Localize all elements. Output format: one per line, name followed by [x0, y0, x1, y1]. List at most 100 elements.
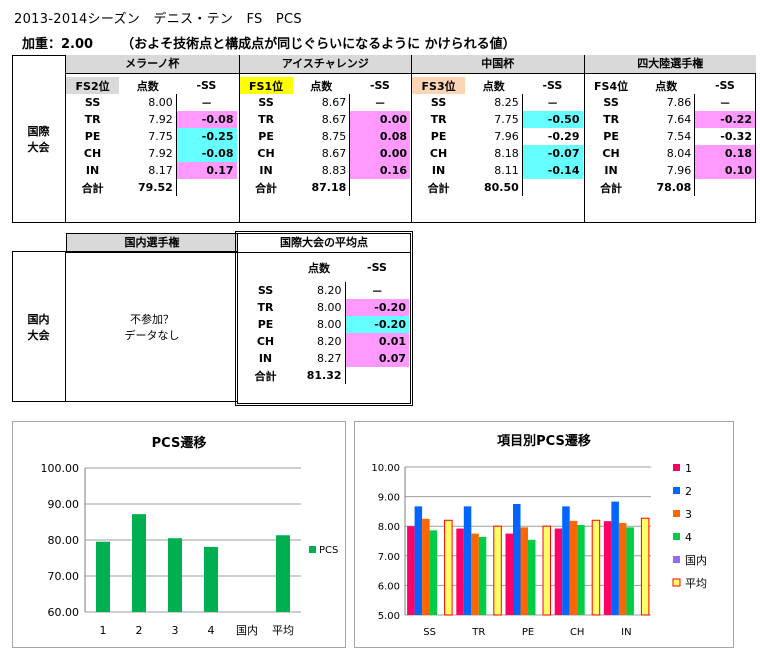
table-row: 合計 79.52	[66, 179, 237, 196]
y-tick-label: 8.00	[378, 522, 400, 533]
bar	[204, 546, 218, 612]
legend-label: 2	[685, 485, 692, 498]
item-label: TR	[430, 113, 447, 126]
table-row: PE 7.96 -0.29	[412, 128, 583, 145]
y-tick-label: 10.00	[371, 463, 400, 474]
bar	[96, 541, 110, 612]
item-score: 8.00	[148, 96, 173, 109]
intl-events: メラーノ杯 FS2位 点数 -SS SS 8.00 － TR 7.92 -0.08 PE 7.75 -0…	[66, 55, 756, 223]
table-row: FS3位 点数 -SS	[412, 77, 583, 94]
item-diff: 0.01	[344, 333, 409, 350]
diff-header: -SS	[369, 79, 390, 92]
item-label: IN	[604, 164, 618, 177]
table-row: CH 7.92 -0.08	[66, 145, 237, 162]
pcs-chart: 60.00 70.00 80.00 90.00 100.00 1 2 3 4 国内 平均 PCS	[41, 462, 339, 637]
item-score: 8.00	[317, 301, 342, 314]
table-row: CH 8.18 -0.07	[412, 145, 583, 162]
table-row: IN 8.27 0.07	[238, 350, 409, 367]
item-score: 7.86	[666, 96, 692, 109]
item-score: 8.75	[321, 130, 347, 143]
item-diff: -0.08	[175, 145, 237, 162]
total-score: 80.50	[484, 181, 519, 194]
page-title: 2013-2014シーズン デニス・テン FS PCS	[14, 12, 302, 27]
legend-label: 国内	[685, 553, 707, 567]
item-diff: -0.50	[521, 111, 583, 128]
average-frame: 国際大会の平均点 点数 -SS SS 8.20 － TR 8.00 -0.20 PE 8.00 -0…	[235, 231, 413, 406]
item-diff: 0.16	[349, 162, 410, 179]
table-row: PE 7.54 -0.32	[585, 128, 755, 145]
score-header: 点数	[308, 261, 330, 275]
item-score: 8.25	[494, 96, 519, 109]
total-score: 81.32	[306, 369, 342, 382]
item-label: IN	[258, 352, 273, 365]
item-diff: -0.08	[175, 111, 237, 128]
bar	[554, 528, 563, 615]
table-row: TR 7.92 -0.08	[66, 111, 237, 128]
item-score: 7.92	[148, 147, 173, 160]
bar	[569, 520, 578, 615]
legend-swatch	[673, 487, 680, 494]
item-label: IN	[259, 164, 273, 177]
item-diff: -0.29	[521, 128, 583, 145]
event-name: メラーノ杯	[66, 55, 239, 74]
domestic-event-name: 国内選手権	[67, 234, 237, 253]
event-block: 四大陸選手権 FS4位 点数 -SS SS 7.86 － TR 7.64 -0.22 PE 7.54-…	[583, 55, 756, 223]
item-diff: -0.20	[344, 299, 409, 316]
item-score: 8.67	[321, 113, 347, 126]
table-row: SS 8.67 －	[240, 94, 410, 111]
x-tick-label: 平均	[272, 624, 294, 637]
item-score: 7.54	[666, 130, 692, 143]
event-name: 四大陸選手権	[584, 55, 756, 74]
table-row: CH 8.04 0.18	[585, 145, 755, 162]
rank-badge: FS3位	[412, 77, 466, 94]
rank-badge: FS1位	[239, 77, 293, 94]
bar	[513, 504, 521, 615]
item-label: IN	[431, 164, 446, 177]
item-diff: －	[175, 94, 237, 111]
item-label: PE	[84, 130, 101, 143]
bar	[603, 521, 612, 615]
event-table: FS3位 点数 -SS SS 8.25 － TR 7.75 -0.50 PE 7.96 -0.29 CH…	[412, 77, 583, 196]
bar	[626, 527, 634, 615]
x-tick-label: 国内	[236, 623, 258, 637]
event-block: メラーノ杯 FS2位 点数 -SS SS 8.00 － TR 7.92 -0.08 PE 7.75 -0…	[66, 55, 239, 223]
weight-factor: 加重：2.00	[22, 37, 94, 52]
subtitle: 加重：2.00 （およそ技術点と構成点が同じぐらいになるように かけられる値）	[22, 33, 516, 52]
table-row: 合計 80.50	[412, 179, 583, 196]
total-label: 合計	[427, 181, 450, 195]
item-diff: －	[694, 94, 755, 111]
item-score: 8.04	[666, 147, 692, 160]
bar	[478, 536, 487, 615]
legend-label: 3	[685, 508, 692, 521]
item-diff: -0.20	[344, 316, 409, 333]
table-row: FS1位 点数 -SS	[239, 77, 411, 94]
y-tick-label: 5.00	[378, 611, 400, 622]
item-score: 8.67	[321, 147, 347, 160]
table-row: 点数 -SS	[238, 259, 409, 276]
bar	[463, 506, 472, 615]
item-label: CH	[429, 147, 448, 160]
item-diff: 0.00	[349, 145, 410, 162]
item-label: SS	[257, 284, 274, 297]
item-score: 8.20	[317, 335, 342, 348]
item-score: 7.75	[494, 113, 519, 126]
bar	[168, 538, 182, 612]
item-diff: -0.14	[521, 162, 583, 179]
item-label: CH	[602, 147, 620, 160]
item-label: PE	[258, 130, 274, 143]
bar	[422, 518, 430, 615]
total-label: 合計	[255, 181, 278, 195]
item-diff: －	[521, 94, 583, 111]
score-header: 点数	[655, 79, 678, 93]
item-diff: 0.10	[694, 162, 755, 179]
legend-label: PCS	[319, 545, 338, 556]
item-diff: 0.00	[349, 111, 410, 128]
item-label: PE	[257, 318, 274, 331]
item-label: CH	[256, 335, 275, 348]
score-header: 点数	[310, 79, 333, 93]
item-label: IN	[85, 164, 100, 177]
table-row: CH 8.20 0.01	[238, 333, 409, 350]
legend-label: 1	[685, 462, 692, 475]
average-table: 点数 -SS SS 8.20 － TR 8.00 -0.20 PE 8.00 -0.20 CH 8.20…	[238, 259, 409, 384]
item-diff: -0.22	[694, 111, 755, 128]
